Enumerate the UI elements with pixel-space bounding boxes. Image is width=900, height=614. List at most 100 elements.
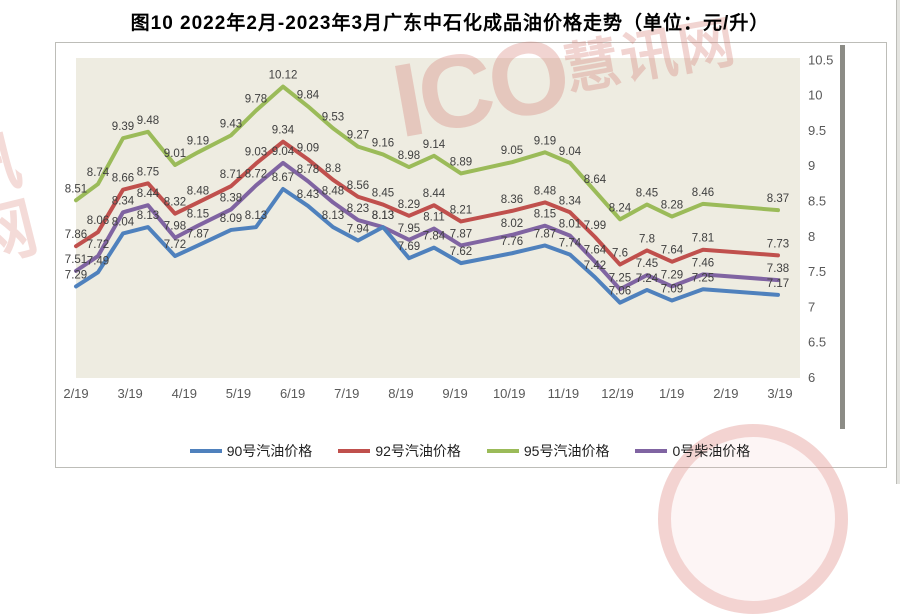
- y-axis-tick-8.5: 8.5: [808, 194, 826, 209]
- data-label-gasoline-92-8: 9.34: [272, 125, 295, 137]
- data-label-gasoline-95-17: 9.19: [534, 135, 556, 147]
- legend-label-gasoline-90: 90号汽油价格: [226, 443, 313, 459]
- data-label-gasoline-92-9: 9.09: [297, 142, 319, 154]
- data-label-gasoline-92-12: 8.45: [372, 188, 394, 200]
- data-label-diesel-0-18: 8.01: [559, 219, 581, 231]
- data-label-gasoline-90-12: 8.13: [372, 210, 394, 222]
- x-axis-tick-5: 7/19: [334, 386, 359, 401]
- data-label-gasoline-90-6: 8.09: [220, 213, 242, 225]
- data-label-gasoline-92-13: 8.29: [398, 199, 420, 211]
- right-shadow-bar: [840, 45, 845, 429]
- x-axis-tick-2: 4/19: [172, 386, 197, 401]
- data-label-gasoline-90-2: 8.04: [112, 216, 135, 228]
- data-label-gasoline-92-4: 8.32: [164, 197, 186, 209]
- data-label-diesel-0-7: 8.72: [245, 168, 267, 180]
- data-label-gasoline-90-16: 7.76: [501, 236, 523, 248]
- data-label-gasoline-92-3: 8.75: [137, 166, 159, 178]
- data-label-diesel-0-22: 7.29: [661, 269, 683, 281]
- data-label-gasoline-95-22: 8.28: [661, 200, 683, 212]
- data-label-gasoline-90-19: 7.42: [584, 260, 606, 272]
- window-edge: [896, 0, 900, 484]
- data-label-gasoline-95-24: 8.37: [767, 193, 789, 205]
- data-label-gasoline-90-3: 8.13: [137, 210, 159, 222]
- data-label-gasoline-92-22: 7.64: [661, 245, 684, 257]
- data-label-gasoline-95-3: 9.48: [137, 115, 159, 127]
- data-label-diesel-0-10: 8.48: [322, 185, 344, 197]
- data-label-gasoline-92-1: 8.06: [87, 215, 109, 227]
- data-label-gasoline-95-20: 8.24: [609, 202, 632, 214]
- data-label-gasoline-95-15: 8.89: [450, 156, 472, 168]
- data-label-diesel-0-11: 8.23: [347, 203, 369, 215]
- x-axis-tick-3: 5/19: [226, 386, 251, 401]
- y-axis-tick-7.5: 7.5: [808, 264, 826, 279]
- x-axis-tick-6: 8/19: [388, 386, 413, 401]
- legend-item-gasoline-90: 90号汽油价格: [189, 441, 313, 461]
- x-axis-tick-13: 3/19: [767, 386, 792, 401]
- data-label-diesel-0-24: 7.38: [767, 263, 789, 275]
- data-label-gasoline-95-18: 9.04: [559, 146, 582, 158]
- y-axis-tick-10.5: 10.5: [808, 52, 833, 67]
- data-label-diesel-0-14: 8.11: [423, 212, 445, 224]
- data-label-diesel-0-12: 8.13: [372, 210, 394, 222]
- data-label-gasoline-90-15: 7.62: [450, 246, 472, 258]
- data-label-gasoline-90-13: 7.69: [398, 241, 420, 253]
- data-label-gasoline-90-14: 7.84: [423, 231, 446, 243]
- series-line-gasoline-95: [74, 84, 780, 222]
- data-label-gasoline-90-1: 7.49: [87, 255, 109, 267]
- data-label-gasoline-95-1: 8.74: [87, 167, 110, 179]
- data-label-gasoline-90-8: 8.67: [272, 172, 294, 184]
- legend: 90号汽油价格 92号汽油价格 95号汽油价格 0号柴油价格: [55, 440, 885, 462]
- series-line-gasoline-90: [74, 186, 780, 305]
- data-label-gasoline-92-20: 7.6: [612, 248, 628, 260]
- legend-swatch-gasoline-90: [189, 449, 222, 453]
- data-label-gasoline-90-17: 7.87: [534, 228, 556, 240]
- x-axis-tick-7: 9/19: [442, 386, 467, 401]
- data-label-gasoline-92-11: 8.56: [347, 180, 369, 192]
- data-label-gasoline-95-13: 8.98: [398, 150, 420, 162]
- data-label-diesel-0-0: 7.51: [65, 254, 87, 266]
- legend-swatch-diesel-0: [635, 449, 668, 453]
- data-label-gasoline-90-9: 8.43: [297, 189, 319, 201]
- data-label-gasoline-95-11: 9.27: [347, 130, 369, 142]
- line-chart: 2/19 3/19 4/19 5/19 6/19 7/19 8/19 9/19 10/19 11/…: [63, 52, 833, 401]
- x-axis-tick-4: 6/19: [280, 386, 305, 401]
- data-label-diesel-0-1: 7.72: [87, 239, 109, 251]
- data-label-diesel-0-4: 7.98: [164, 221, 186, 233]
- series-labels-gasoline-95: 8.518.749.399.489.019.199.439.7810.129.8…: [65, 70, 789, 215]
- data-label-gasoline-95-21: 8.45: [636, 188, 658, 200]
- legend-swatch-gasoline-92: [338, 449, 371, 453]
- x-axis-tick-8: 10/19: [493, 386, 526, 401]
- data-label-gasoline-95-8: 10.12: [269, 70, 298, 82]
- data-label-gasoline-95-6: 9.43: [220, 118, 242, 130]
- data-label-diesel-0-15: 7.87: [450, 228, 472, 240]
- data-label-gasoline-90-22: 7.09: [661, 284, 683, 296]
- data-label-gasoline-92-0: 7.86: [65, 229, 87, 241]
- data-label-gasoline-92-10: 8.8: [325, 163, 341, 175]
- data-label-diesel-0-8: 9.04: [272, 146, 295, 158]
- data-label-diesel-0-9: 8.78: [297, 164, 319, 176]
- legend-label-gasoline-95: 95号汽油价格: [523, 443, 610, 459]
- data-label-diesel-0-19: 7.64: [584, 245, 607, 257]
- data-label-gasoline-92-15: 8.21: [450, 204, 472, 216]
- data-label-diesel-0-13: 7.95: [398, 223, 420, 235]
- series-labels-gasoline-90: 7.297.498.048.137.727.878.09 8.138.678.43…: [65, 172, 789, 298]
- data-label-gasoline-90-7: 8.13: [245, 210, 267, 222]
- x-axis-tick-11: 1/19: [659, 386, 684, 401]
- y-axis-tick-7: 7: [808, 299, 815, 314]
- data-label-diesel-0-2: 8.34: [112, 195, 135, 207]
- legend-label-gasoline-92: 92号汽油价格: [375, 443, 461, 459]
- data-label-gasoline-95-7: 9.78: [245, 94, 267, 106]
- data-label-gasoline-95-16: 9.05: [501, 145, 523, 157]
- x-axis-tick-1: 3/19: [117, 386, 142, 401]
- data-label-gasoline-90-4: 7.72: [164, 239, 186, 251]
- data-label-gasoline-95-2: 9.39: [112, 121, 134, 133]
- x-axis-tick-10: 12/19: [601, 386, 634, 401]
- data-label-gasoline-90-18: 7.74: [559, 238, 582, 250]
- data-label-gasoline-95-9: 9.84: [297, 89, 320, 101]
- data-label-diesel-0-20: 7.25: [609, 272, 631, 284]
- data-label-diesel-0-16: 8.02: [501, 218, 523, 230]
- data-label-gasoline-90-0: 7.29: [65, 269, 87, 281]
- data-label-gasoline-95-4: 9.01: [164, 148, 186, 160]
- data-label-gasoline-90-10: 8.13: [322, 210, 344, 222]
- data-label-gasoline-90-5: 7.87: [187, 228, 209, 240]
